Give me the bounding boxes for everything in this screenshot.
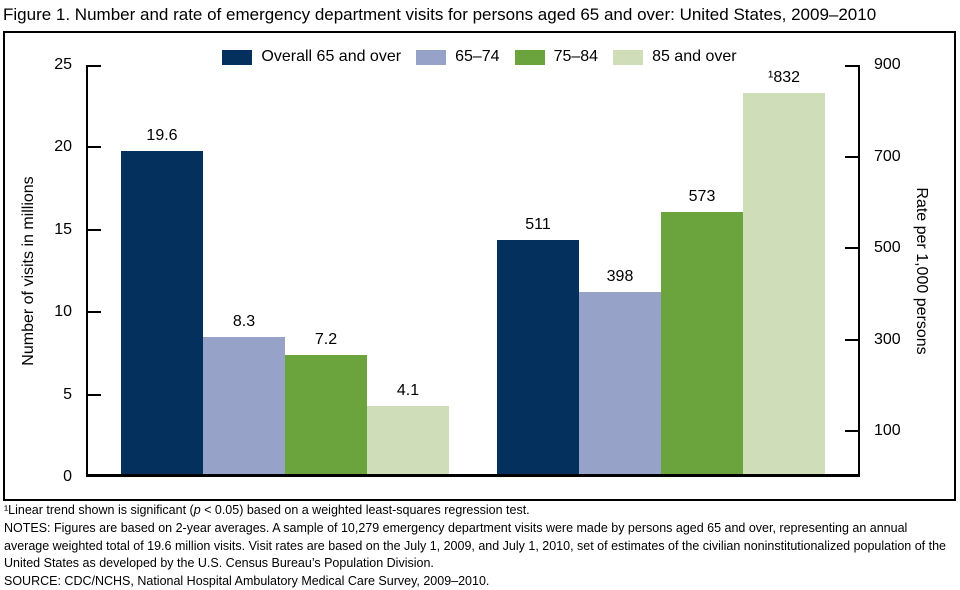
bar — [497, 240, 579, 474]
right-axis-tick — [845, 247, 858, 250]
left-axis-line — [86, 65, 88, 477]
left-axis-title: Number of visits in millions — [20, 176, 37, 366]
left-tick-label: 10 — [54, 303, 72, 321]
right-tick-label: 900 — [874, 56, 901, 73]
bar-value-label: 19.6 — [146, 127, 178, 144]
legend-item: 85 and over — [613, 48, 737, 66]
left-tick-label: 5 — [63, 385, 72, 403]
legend-swatch — [222, 49, 253, 65]
bar-value-label: 573 — [688, 187, 716, 205]
legend-label: Overall 65 and over — [261, 48, 402, 65]
plot-area: 0 5 10 15 20 25 100 300 500 700 900 19.6 8.3 7.2 4.1 51… — [54, 56, 901, 485]
bar — [743, 93, 825, 474]
bar-value-label: 8.3 — [232, 313, 256, 331]
right-axis-tick — [845, 338, 858, 341]
right-axis-tick — [845, 430, 858, 433]
legend-label: 75–84 — [553, 48, 599, 65]
footnotes: ¹Linear trend shown is significant (p < … — [4, 502, 954, 590]
left-axis-tick — [88, 65, 101, 67]
right-axis-tick — [845, 65, 858, 67]
bar-value-label: 511 — [525, 216, 551, 234]
right-tick-label: 100 — [874, 422, 901, 440]
legend: Overall 65 and over 65–74 75–84 85 and over — [5, 48, 954, 66]
legend-swatch — [613, 49, 644, 65]
right-tick-label: 500 — [874, 239, 901, 257]
legend-swatch — [416, 49, 447, 65]
bar — [121, 151, 203, 474]
bar — [661, 211, 743, 474]
bar — [579, 291, 661, 474]
right-axis-line — [858, 65, 860, 477]
right-axis-tick — [845, 155, 858, 158]
legend-label: 65–74 — [455, 48, 500, 65]
footnote-source: SOURCE: CDC/NCHS, National Hospital Ambu… — [4, 574, 490, 588]
bar — [203, 337, 285, 474]
footnote-trend-pre: ¹Linear trend shown is significant ( — [4, 503, 194, 517]
bar — [285, 355, 367, 474]
bar-value-label: 4.1 — [396, 382, 420, 400]
left-tick-label: 20 — [54, 138, 72, 156]
left-axis-tick — [88, 393, 101, 396]
right-tick-label: 300 — [874, 330, 901, 348]
footnote-trend-post: < 0.05) based on a weighted least-square… — [200, 503, 530, 517]
left-axis-tick — [88, 146, 101, 149]
footnote-trend: ¹Linear trend shown is significant (p < … — [4, 502, 954, 520]
bar-value-label: 7.2 — [314, 331, 338, 349]
bar — [367, 406, 449, 474]
chart-frame: Overall 65 and over 65–74 75–84 85 and over… — [3, 31, 956, 501]
figure-title: Figure 1. Number and rate of emergency d… — [3, 5, 877, 24]
x-axis-baseline — [86, 474, 860, 477]
legend-label: 85 and over — [652, 48, 737, 65]
legend-item: 65–74 — [416, 48, 500, 66]
right-tick-label: 700 — [874, 147, 901, 165]
footnote-notes: NOTES: Figures are based on 2-year avera… — [4, 520, 947, 571]
footnote-trend-p: p — [193, 503, 201, 517]
bar-value-label: 398 — [606, 267, 634, 285]
legend-item: 75–84 — [514, 48, 599, 66]
legend-item: Overall 65 and over — [222, 48, 401, 66]
left-axis-tick — [88, 228, 101, 231]
left-tick-label: 25 — [54, 56, 72, 73]
bar-value-label: ¹832 — [767, 69, 801, 87]
left-axis-tick — [88, 311, 101, 314]
left-tick-label: 15 — [54, 220, 72, 238]
left-tick-label: 0 — [63, 468, 72, 485]
legend-swatch — [514, 49, 545, 65]
